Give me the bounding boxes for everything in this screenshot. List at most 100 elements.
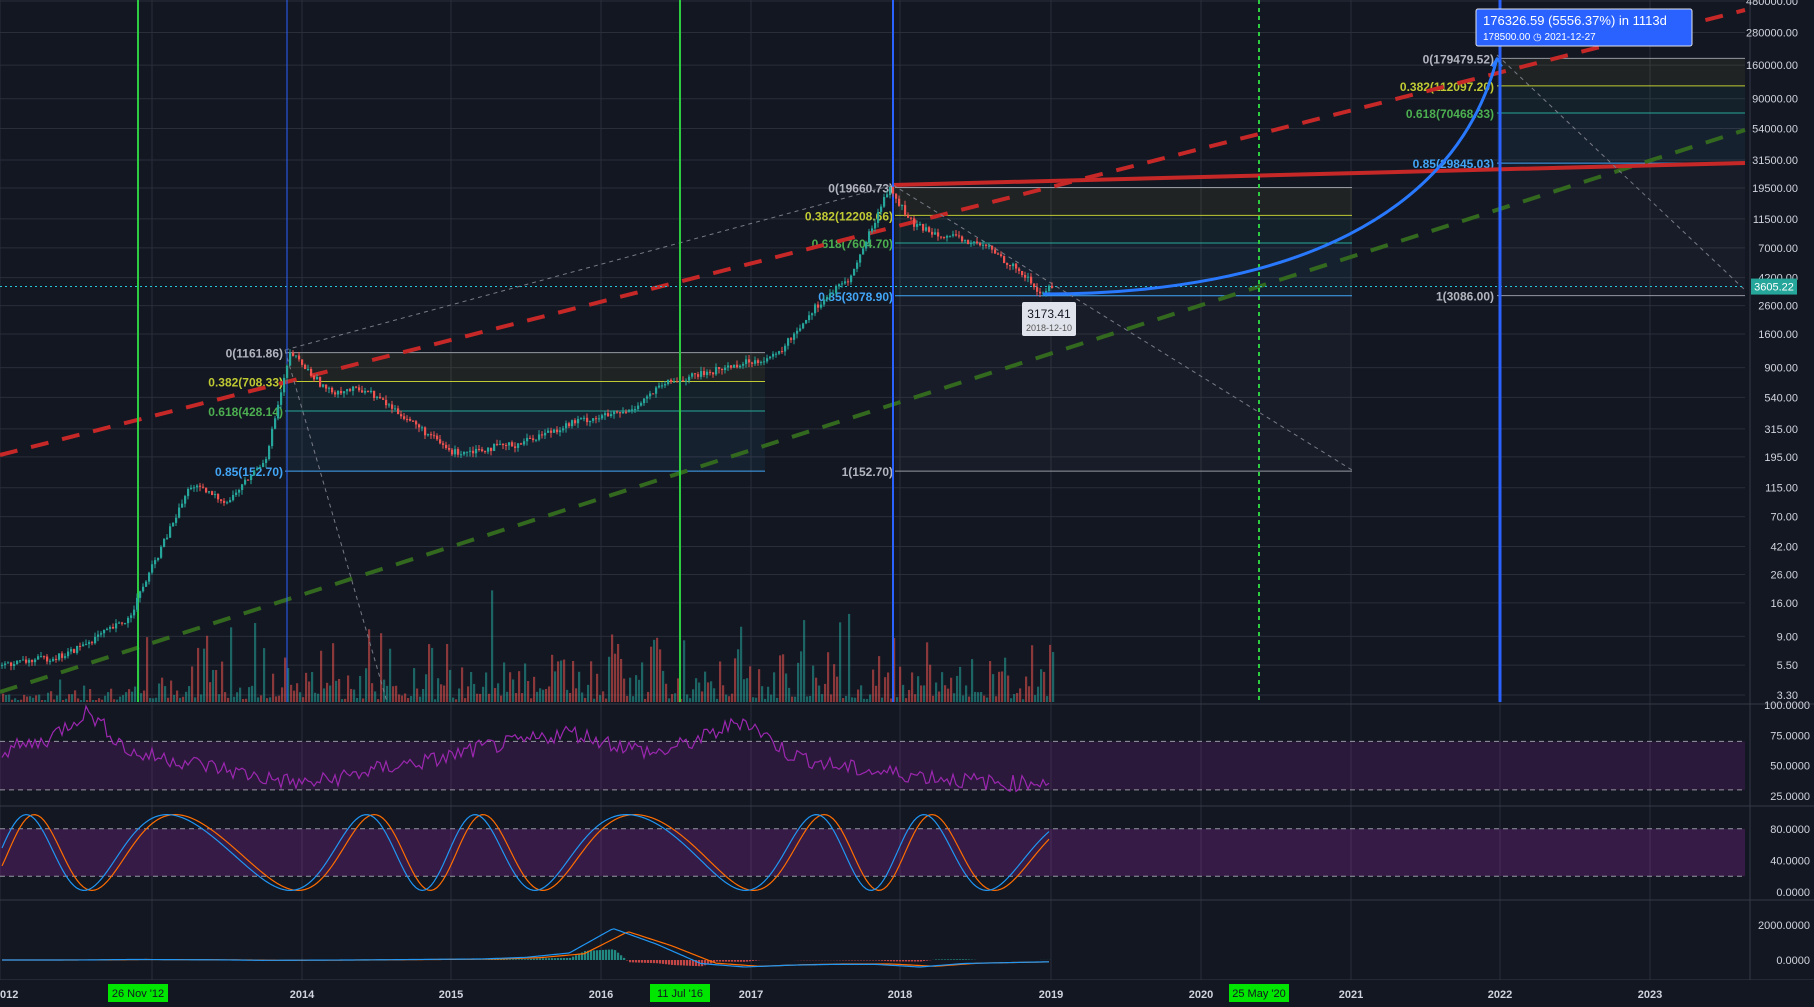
candle-body [772, 353, 775, 357]
fib-level-label: 0.85(29845.03) [1413, 157, 1494, 171]
macd-histogram-bar [950, 959, 953, 960]
candle-body [1000, 254, 1003, 257]
macd-histogram-bar [542, 958, 545, 960]
candle-body [166, 537, 169, 539]
candle-body [184, 496, 187, 504]
candle-body [82, 644, 85, 647]
volume-bar [341, 699, 344, 702]
volume-bar [551, 654, 554, 702]
volume-bar [368, 629, 371, 702]
volume-bar [659, 649, 662, 702]
volume-bar [269, 697, 272, 702]
candle-body [712, 372, 715, 375]
candle-body [193, 487, 196, 489]
volume-bar [890, 698, 893, 702]
volume-bar [950, 677, 953, 702]
candle-body [406, 418, 409, 420]
candle-body [379, 396, 382, 399]
volume-bar [344, 698, 347, 702]
candle-body [487, 447, 490, 452]
macd-panel[interactable]: 2000.0000 0.0000 [2, 920, 1810, 968]
macd-histogram-bar [914, 960, 917, 962]
volume-bar [506, 691, 509, 702]
stoch-rsi-panel[interactable]: 80.0000 40.0000 0.0000 [0, 813, 1810, 899]
time-axis[interactable]: 012 2014 2015 2016 2017 2018 2019 2020 2021 2022 2… [0, 980, 1814, 1007]
macd-histogram-bar [506, 959, 509, 960]
candle-body [646, 396, 649, 399]
candle-body [727, 365, 730, 368]
volume-bar [548, 686, 551, 702]
volume-bar [599, 695, 602, 702]
macd-histogram-bar [962, 959, 965, 960]
volume-bar [767, 686, 770, 702]
volume-bar [881, 697, 884, 702]
volume-bar [419, 696, 422, 702]
volume-bar [272, 673, 275, 702]
macd-histogram-bar [704, 960, 707, 966]
rsi-panel[interactable]: 100.0000 75.0000 50.0000 25.0000 [0, 700, 1810, 803]
candle-body [1030, 276, 1033, 284]
candle-body [79, 645, 82, 647]
volume-bar [458, 688, 461, 702]
fib-zone [1497, 85, 1745, 114]
volume-bar [224, 692, 227, 702]
volume-bar [98, 698, 101, 702]
candle-body [535, 439, 538, 441]
volume-bar [143, 690, 146, 702]
candle-body [235, 492, 238, 496]
fibonacci-zones: 0(1161.86) 0.382(708.33) 0.618(428.14) 0.85… [208, 52, 1745, 479]
price-axis[interactable]: 480000.00 280000.00 160000.00 90000.00 54000… [1746, 0, 1798, 702]
volume-bar [644, 698, 647, 702]
volume-bar [89, 689, 92, 702]
candle-body [673, 381, 676, 383]
candle-body [838, 284, 841, 287]
candle-body [220, 499, 223, 501]
candle-body [430, 434, 433, 436]
volume-bar [26, 696, 29, 702]
volume-bar [635, 675, 638, 702]
macd-histogram-bar [497, 959, 500, 960]
stoch-band [0, 828, 1745, 877]
macd-histogram-bar [512, 959, 515, 960]
candle-body [925, 227, 928, 231]
volume-bar [1016, 692, 1019, 702]
candle-body [361, 390, 364, 393]
volume-bar [521, 693, 524, 702]
macd-histogram-bar [728, 960, 731, 962]
price-tick: 1600.00 [1758, 329, 1798, 341]
candle-body [886, 194, 889, 198]
volume-bar [203, 648, 206, 702]
volume-bar [17, 700, 20, 702]
volume-bar [962, 695, 965, 702]
candle-body [382, 398, 385, 400]
price-tick: 31500.00 [1752, 155, 1798, 167]
fib-zone [895, 242, 1352, 296]
candlesticks [1, 186, 1054, 671]
volume-bar [953, 693, 956, 702]
volume-bar [842, 698, 845, 702]
volume-bar [449, 669, 452, 702]
macd-histogram-bar [908, 960, 911, 962]
volume-bar [251, 685, 254, 702]
candle-body [904, 205, 907, 215]
candle-body [181, 503, 184, 508]
candle-body [814, 304, 817, 314]
macd-histogram-bar [668, 960, 671, 965]
trend-dotted [892, 184, 1353, 471]
candle-body [253, 470, 256, 476]
price-tick: 115.00 [1765, 483, 1798, 495]
candle-body [373, 390, 376, 399]
volume-bar [590, 661, 593, 702]
volume-bar [683, 640, 686, 702]
candle-body [901, 205, 904, 207]
volume-bar [314, 692, 317, 702]
candle-body [28, 659, 31, 663]
volume-bar [437, 678, 440, 702]
volume-bar [317, 693, 320, 702]
volume-bar [35, 695, 38, 702]
price-tick: 9.00 [1777, 631, 1798, 643]
volume-bar [563, 659, 566, 702]
candle-body [13, 664, 16, 667]
candle-body [547, 430, 550, 433]
